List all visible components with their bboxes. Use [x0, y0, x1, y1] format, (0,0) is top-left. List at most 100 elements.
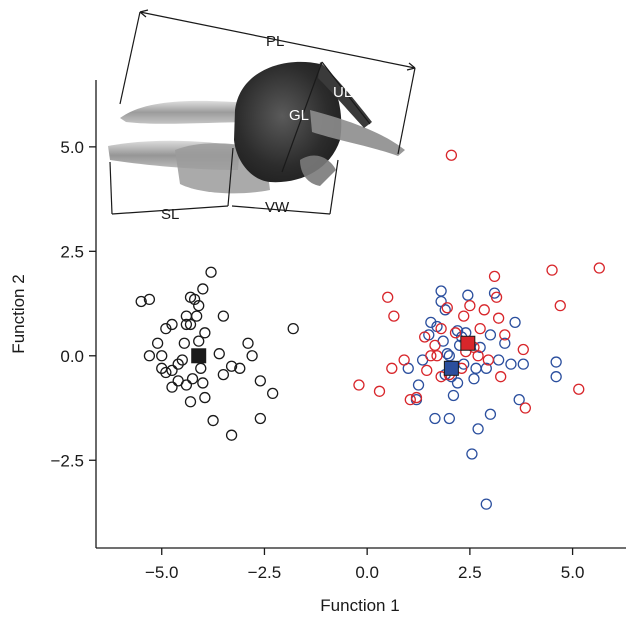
data-point: [443, 412, 455, 425]
data-point: [410, 391, 423, 404]
data-point: [217, 310, 230, 322]
x-tick-label: −5.0: [145, 563, 179, 582]
data-point: [517, 343, 529, 356]
data-point: [205, 266, 217, 278]
data-point: [464, 299, 476, 312]
data-point: [458, 310, 470, 322]
data-point: [207, 414, 219, 427]
data-point: [472, 350, 484, 362]
data-point: [470, 362, 482, 374]
data-point: [195, 362, 207, 374]
annotation-vw: VW: [265, 199, 290, 216]
data-point: [439, 304, 451, 316]
data-point: [449, 327, 462, 339]
y-tick-label: 0.0: [60, 347, 84, 366]
data-point: [242, 337, 254, 349]
data-point: [429, 412, 441, 425]
data-point: [135, 295, 147, 308]
data-point: [499, 329, 511, 341]
data-point: [495, 371, 507, 383]
annotation-pl: PL: [266, 33, 284, 50]
data-point: [546, 264, 558, 276]
measurement-lines: [109, 9, 416, 215]
data-point: [484, 329, 497, 341]
data-point: [445, 149, 458, 161]
centroid-marker: [191, 348, 207, 364]
x-tick-label: 0.0: [355, 563, 379, 582]
data-point: [474, 322, 486, 335]
data-point: [480, 362, 492, 374]
data-point: [160, 366, 172, 379]
data-point: [441, 348, 453, 360]
data-point: [482, 354, 495, 366]
x-tick-label: 2.5: [458, 563, 482, 582]
data-point: [480, 498, 492, 510]
data-point: [419, 331, 431, 343]
data-point: [443, 350, 455, 362]
data-point: [492, 312, 505, 324]
data-point: [217, 368, 230, 381]
data-point: [225, 360, 238, 372]
x-axis-title: Function 1: [320, 596, 399, 615]
data-point: [246, 350, 258, 362]
data-point: [197, 283, 209, 295]
measurement-labels: PL UL GL SL VW: [161, 33, 352, 223]
data-point: [425, 350, 437, 362]
data-point: [193, 335, 205, 347]
data-point: [156, 362, 168, 374]
data-point: [490, 291, 503, 303]
data-point: [184, 318, 197, 331]
data-point: [573, 383, 585, 395]
data-point: [213, 348, 225, 360]
centroid-markers: [191, 335, 476, 376]
data-point: [435, 285, 447, 297]
annotation-sl: SL: [161, 206, 179, 223]
data-point: [373, 385, 386, 397]
data-point: [166, 364, 178, 377]
data-point: [478, 304, 490, 316]
data-point: [554, 299, 566, 312]
annotation-gl: GL: [289, 107, 309, 124]
data-point: [180, 318, 193, 331]
data-point: [441, 302, 453, 314]
data-point: [176, 354, 188, 366]
data-point: [466, 448, 478, 460]
data-point: [472, 423, 484, 435]
data-point: [178, 337, 190, 349]
data-point: [188, 293, 201, 306]
data-point: [462, 289, 474, 301]
data-point: [488, 270, 501, 283]
data-point: [593, 262, 605, 274]
centroid-marker: [460, 335, 476, 351]
data-points: [135, 149, 605, 510]
data-point: [193, 299, 205, 312]
data-point: [191, 310, 203, 322]
data-point: [431, 350, 443, 362]
data-point: [451, 325, 464, 337]
data-point: [199, 327, 211, 339]
data-point: [287, 322, 299, 335]
data-point: [435, 322, 447, 335]
y-tick-label: −2.5: [50, 451, 84, 470]
data-point: [550, 371, 562, 383]
data-point: [388, 310, 400, 322]
data-point: [492, 354, 505, 366]
data-point: [151, 337, 164, 349]
data-point: [435, 371, 447, 383]
data-point: [499, 337, 511, 349]
centroid-marker: [443, 360, 459, 376]
data-point: [199, 391, 211, 404]
data-point: [421, 364, 433, 377]
data-point: [425, 316, 437, 329]
data-point: [484, 408, 497, 420]
data-point: [513, 394, 525, 406]
data-point: [186, 373, 199, 385]
ticks: −5.0 −2.5 0.0 2.5 5.0 −2.5 0.0 2.5 5.0: [50, 138, 584, 582]
data-point: [386, 362, 398, 374]
annotation-ul: UL: [333, 84, 352, 101]
y-tick-label: 5.0: [60, 138, 84, 157]
data-point: [254, 412, 266, 425]
data-point: [468, 373, 480, 385]
